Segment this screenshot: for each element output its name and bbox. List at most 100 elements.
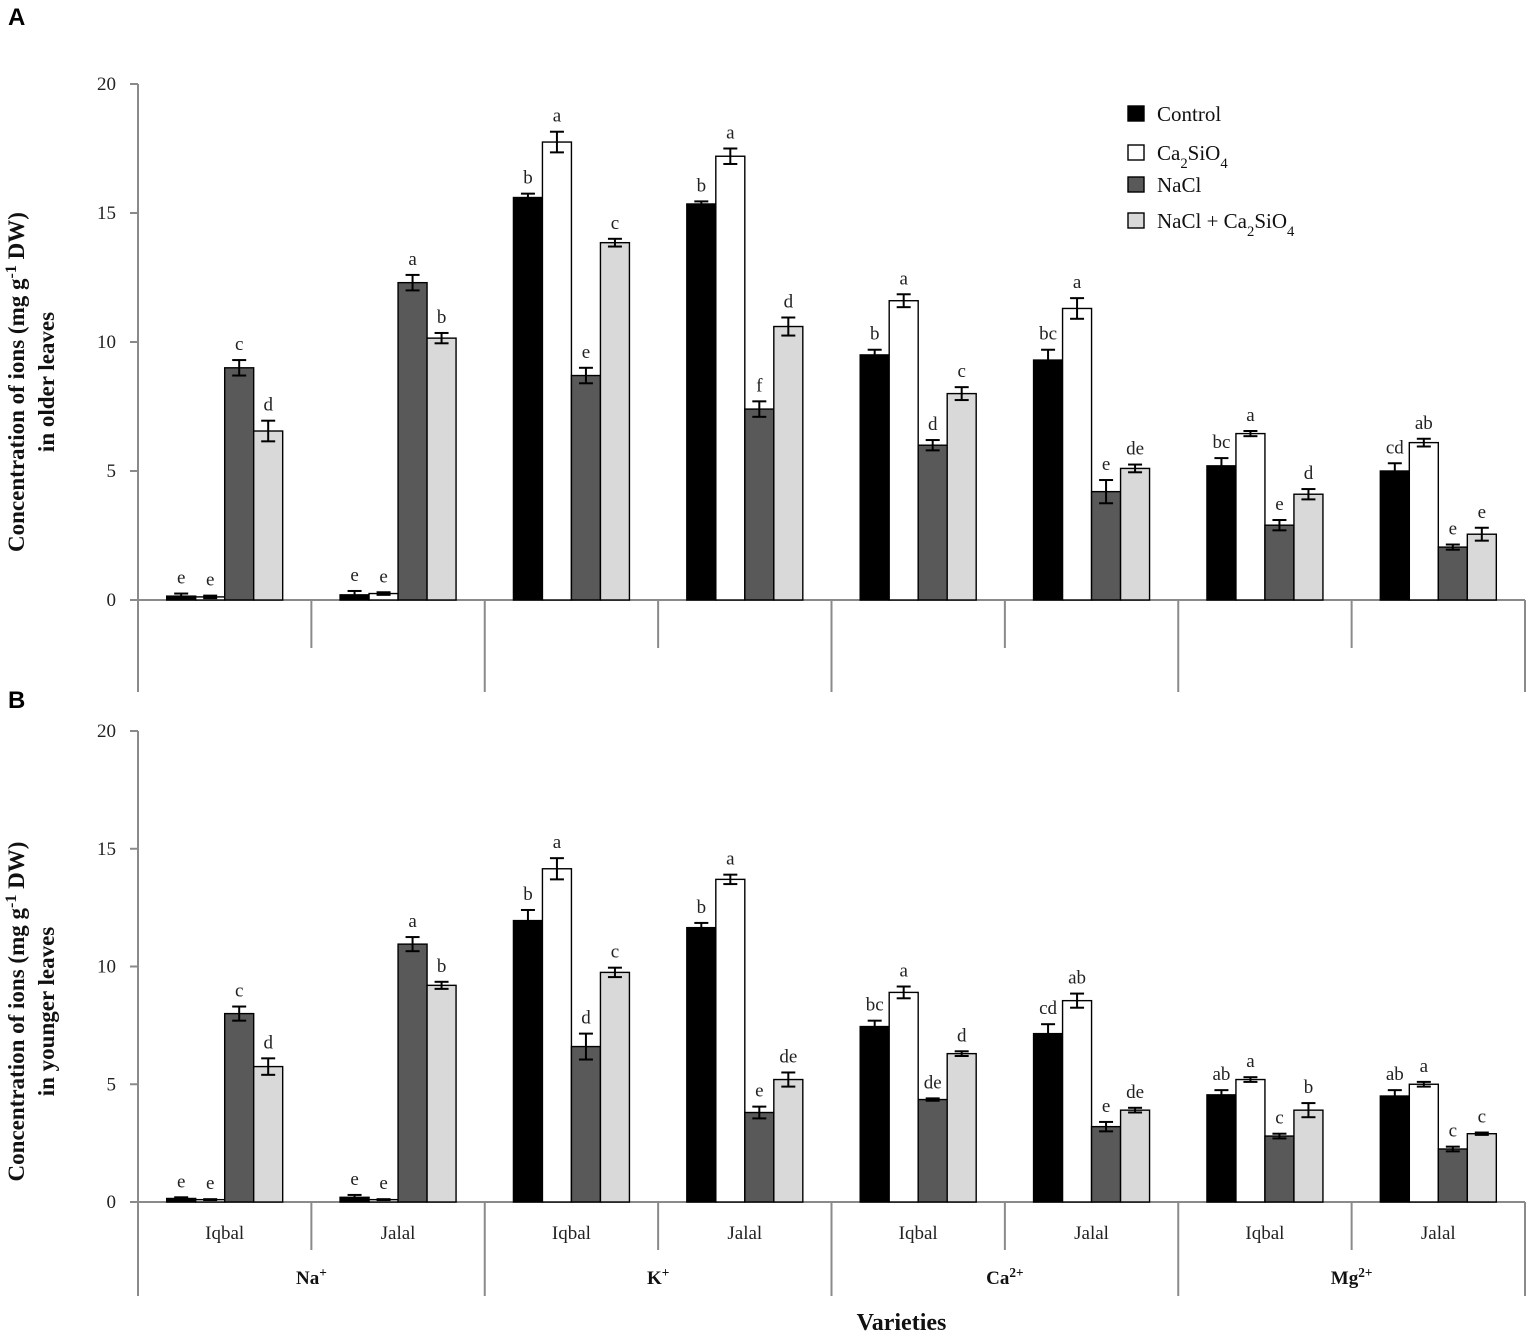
category-label: Jalal	[727, 1223, 762, 1244]
bar-nacl-ca2sio4	[946, 392, 977, 601]
significance-letter: e	[350, 565, 358, 586]
significance-letter: a	[408, 249, 417, 270]
bar-nacl-ca2sio4	[773, 1078, 804, 1203]
significance-letter: b	[697, 175, 707, 196]
significance-letter: f	[756, 375, 763, 396]
significance-letter: e	[206, 1173, 214, 1194]
bar-control	[1206, 1094, 1237, 1203]
bar-nacl-ca2sio4	[426, 984, 457, 1203]
bar-nacl-ca2sio4	[773, 325, 804, 601]
bar-nacl-ca2sio4	[426, 337, 457, 601]
y-tick-label: 0	[107, 1192, 117, 1213]
significance-letter: ab	[1386, 1064, 1404, 1085]
significance-letter: bc	[1212, 432, 1230, 453]
bar-ca2sio4	[1061, 307, 1093, 601]
significance-letter: b	[523, 884, 533, 905]
x-axis-title: Varieties	[857, 1310, 947, 1334]
significance-letter: c	[235, 334, 243, 355]
legend-swatch	[1127, 105, 1145, 122]
significance-letter: e	[1102, 1096, 1110, 1117]
category-label: Jalal	[381, 1223, 416, 1244]
significance-letter: e	[350, 1169, 358, 1190]
legend-label: Ca2SiO4	[1157, 141, 1228, 172]
bar-ca2sio4	[541, 141, 573, 601]
significance-letter: bc	[1039, 324, 1057, 345]
panel-b: B 0 5 10 15 20 Concentration of ions (mg g-1 D…	[3, 687, 1526, 1296]
y-tick-label: 5	[107, 1074, 117, 1095]
bar-nacl	[1437, 1148, 1469, 1203]
significance-letter: d	[263, 1032, 273, 1053]
significance-letter: b	[697, 897, 707, 918]
significance-letter: cd	[1039, 998, 1057, 1019]
significance-letter: de	[779, 1046, 797, 1067]
bar-control	[1032, 1032, 1064, 1203]
significance-letter: a	[1246, 405, 1255, 426]
y-axis-title: Concentration of ions (mg g-1 DW)	[3, 842, 30, 1182]
significance-letter: a	[899, 268, 908, 289]
significance-letter: d	[928, 414, 938, 435]
bar-control	[1379, 1095, 1411, 1203]
significance-letter: bc	[866, 995, 884, 1016]
category-label: Jalal	[1421, 1223, 1456, 1244]
significance-letter: d	[957, 1025, 967, 1046]
significance-letter: a	[553, 832, 562, 853]
significance-letter: a	[1073, 272, 1082, 293]
significance-letter: b	[1304, 1077, 1314, 1098]
significance-letter: a	[899, 961, 908, 982]
significance-letter: c	[611, 942, 619, 963]
bar-nacl-ca2sio4	[252, 1065, 284, 1203]
significance-letter: d	[263, 395, 273, 416]
bar-nacl-ca2sio4	[946, 1052, 977, 1203]
panel-a: A 0 5 10 15 20 Concentration of ions (mg g-1 D…	[3, 4, 1526, 692]
y-axis-title: Concentration of ions (mg g-1 DW)	[3, 212, 30, 552]
y-tick-label: 5	[107, 461, 117, 482]
panel-letter: A	[8, 4, 25, 31]
category-label: Iqbal	[205, 1223, 244, 1244]
bar-control	[686, 203, 717, 601]
y-tick-label: 15	[97, 839, 116, 860]
bar-nacl	[1264, 524, 1295, 601]
bar-nacl	[223, 1012, 255, 1203]
bar-ca2sio4	[1235, 1078, 1266, 1203]
bar-ca2sio4	[1408, 1083, 1440, 1203]
significance-letter: ab	[1212, 1064, 1230, 1085]
bar-nacl	[917, 444, 948, 601]
significance-letter: e	[379, 1173, 387, 1194]
significance-letter: e	[379, 566, 387, 587]
group-label: Na+	[296, 1265, 327, 1290]
significance-letter: de	[1126, 1082, 1144, 1103]
y-tick-label: 15	[97, 203, 116, 224]
bar-nacl	[1437, 546, 1469, 601]
bar-nacl-ca2sio4	[1119, 467, 1151, 601]
bar-nacl	[397, 281, 428, 601]
bar-control	[512, 919, 544, 1203]
legend-label: Control	[1157, 102, 1221, 126]
y-tick-label: 10	[97, 332, 116, 353]
significance-letter: a	[1246, 1051, 1255, 1072]
bar-nacl	[1264, 1135, 1295, 1203]
significance-letter: c	[1275, 1108, 1283, 1129]
legend-label: NaCl + Ca2SiO4	[1157, 209, 1295, 240]
significance-letter: de	[924, 1072, 942, 1093]
y-axis-title-line2: in younger leaves	[34, 927, 59, 1097]
group-label: K+	[647, 1265, 669, 1290]
y-tick-label: 20	[97, 721, 116, 742]
bar-nacl	[917, 1098, 948, 1203]
bar-ca2sio4	[888, 991, 919, 1203]
category-label: Iqbal	[1245, 1223, 1284, 1244]
bar-nacl-ca2sio4	[252, 430, 284, 601]
significance-letter: c	[957, 361, 965, 382]
legend-label: NaCl	[1157, 173, 1201, 197]
group-label: Mg2+	[1331, 1265, 1373, 1290]
significance-letter: a	[1420, 1056, 1429, 1077]
bar-nacl-ca2sio4	[1293, 1109, 1324, 1203]
bar-nacl-ca2sio4	[1119, 1109, 1151, 1203]
bar-nacl-ca2sio4	[1466, 533, 1498, 601]
bar-control	[686, 926, 717, 1203]
significance-letter: b	[437, 307, 447, 328]
significance-letter: cd	[1386, 437, 1404, 458]
significance-letter: de	[1126, 439, 1144, 460]
significance-letter: b	[523, 168, 533, 189]
significance-letter: c	[1449, 1121, 1457, 1142]
